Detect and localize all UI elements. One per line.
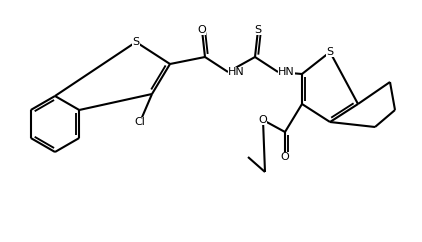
Text: HN: HN [228, 67, 245, 77]
Text: Cl: Cl [135, 117, 146, 127]
Text: S: S [133, 37, 140, 47]
Text: O: O [197, 25, 206, 35]
Text: S: S [327, 47, 333, 57]
Text: S: S [254, 25, 262, 35]
Text: O: O [281, 152, 289, 162]
Text: HN: HN [278, 67, 295, 77]
Text: O: O [259, 115, 268, 125]
